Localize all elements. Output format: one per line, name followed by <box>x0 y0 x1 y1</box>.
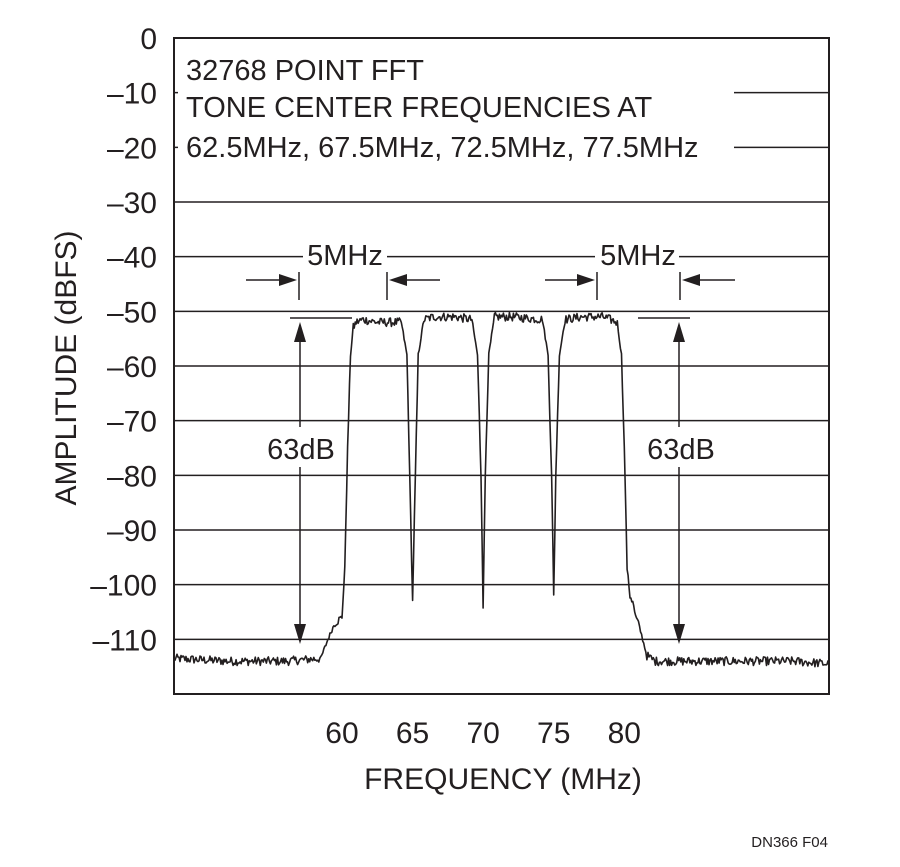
x-tick-label: 75 <box>537 717 570 750</box>
figure-id: DN366 F04 <box>751 834 828 851</box>
y-tick-label: –90 <box>107 515 157 548</box>
y-tick-label: 0 <box>140 23 157 56</box>
notes-mask <box>178 44 734 170</box>
depth-arrowhead-right-bottom <box>673 624 685 644</box>
spacing-label-right: 5MHz <box>600 240 676 272</box>
arrowhead-right-a <box>577 274 595 286</box>
y-tick-label: –40 <box>107 242 157 275</box>
x-tick-label: 70 <box>466 717 499 750</box>
x-axis-label: FREQUENCY (MHz) <box>364 763 642 796</box>
depth-label-left-mask <box>262 427 340 467</box>
depth-label-right-mask <box>641 427 719 467</box>
y-axis-ticks: 0 –10 –20 –30 –40 –50 –60 –70 –80 –90 –100 –110 <box>90 23 157 657</box>
x-tick-label: 80 <box>608 717 641 750</box>
y-tick-label: –60 <box>107 351 157 384</box>
y-tick-label: –100 <box>90 570 157 603</box>
arrowhead-right-b <box>682 274 700 286</box>
y-tick-label: –50 <box>107 296 157 329</box>
spacing-label-left: 5MHz <box>307 240 383 272</box>
annotation-backgrounds <box>178 44 734 273</box>
y-axis-label: AMPLITUDE (dBFS) <box>50 230 83 505</box>
y-tick-label: –80 <box>107 460 157 493</box>
depth-arrowhead-left-top <box>294 322 306 342</box>
y-tick-label: –20 <box>107 132 157 165</box>
grid-lines <box>174 91 829 641</box>
spacing-label-right-mask <box>595 237 679 273</box>
x-tick-label: 65 <box>396 717 429 750</box>
x-tick-label: 60 <box>325 717 358 750</box>
depth-annotation-right: 63dB <box>638 317 719 644</box>
spectrum-trace <box>173 311 830 668</box>
depth-annotation-left: 63dB <box>262 317 352 644</box>
depth-label-right: 63dB <box>647 434 715 466</box>
y-tick-label: –70 <box>107 406 157 439</box>
y-tick-label: –110 <box>92 624 157 657</box>
annotations: 32768 POINT FFT TONE CENTER FREQUENCIES … <box>186 55 735 644</box>
notes-block: 32768 POINT FFT TONE CENTER FREQUENCIES … <box>186 55 699 164</box>
spacing-annotation-right: 5MHz <box>545 240 735 300</box>
depth-label-left: 63dB <box>267 434 335 466</box>
y-tick-label: –30 <box>107 187 157 220</box>
y-tick-label: –10 <box>107 78 157 111</box>
series-layer <box>173 311 830 668</box>
depth-arrowhead-right-top <box>673 322 685 342</box>
arrowhead-left-a <box>279 274 297 286</box>
x-axis-ticks: 60 65 70 75 80 <box>325 717 641 750</box>
note-line-3: 62.5MHz, 67.5MHz, 72.5MHz, 77.5MHz <box>186 132 699 164</box>
plot-border <box>173 37 830 695</box>
arrowhead-left-b <box>389 274 407 286</box>
note-line-1: 32768 POINT FFT <box>186 55 424 87</box>
spacing-annotation-left: 5MHz <box>246 240 440 300</box>
depth-arrowhead-left-bottom <box>294 624 306 644</box>
note-line-2: TONE CENTER FREQUENCIES AT <box>186 92 652 124</box>
plot-frame <box>173 37 830 695</box>
spacing-label-left-mask <box>303 237 387 273</box>
